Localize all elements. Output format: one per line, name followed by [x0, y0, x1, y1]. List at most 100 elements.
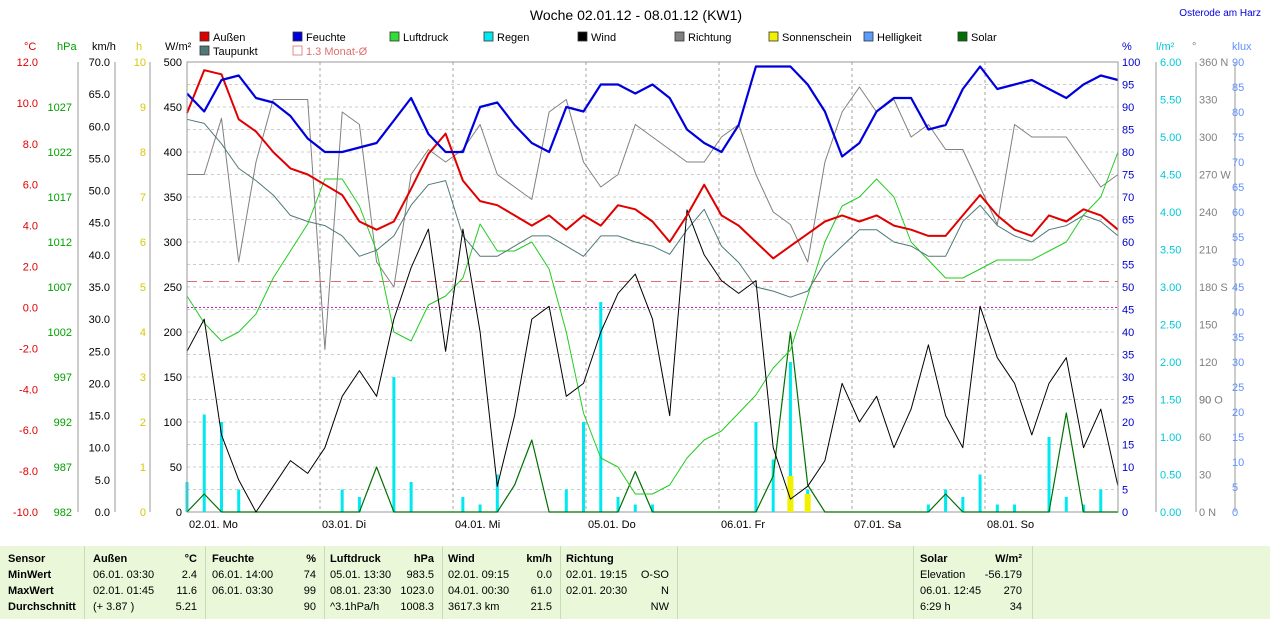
kmh-tick-label: 15.0: [89, 411, 110, 423]
rain-bar: [961, 497, 965, 512]
rain-bar: [1047, 437, 1051, 512]
hours-tick-label: 1: [140, 462, 146, 474]
percent-tick-label: 65: [1122, 215, 1134, 227]
percent-tick-label: 50: [1122, 282, 1134, 294]
stats-solar-panel: Solar W/m² Elevation -56.179 06.01. 12:45 2…: [914, 546, 1033, 619]
luftdruck-avg-val: 1008.3: [400, 601, 434, 613]
rain-bar: [1082, 504, 1086, 512]
feuchte-title: Feuchte: [212, 553, 255, 565]
row-max-label: MaxWert: [8, 585, 54, 597]
luftdruck-min-time: 05.01. 13:30: [330, 569, 392, 581]
solar-avg-time: 6:29 h: [920, 601, 951, 613]
legend-swatch: [863, 31, 874, 42]
feuchte-unit: %: [306, 553, 316, 565]
feuchte-max-time: 06.01. 03:30: [212, 585, 274, 597]
lm2-tick-label: 0.00: [1160, 507, 1181, 519]
solar-title: Solar: [920, 553, 948, 565]
stats-aussen-panel: Außen °C 06.01. 03:30 2.4 02.01. 01:45 11.6…: [85, 546, 206, 619]
stats-richtung-panel: Richtung 02.01. 19:15 O-SO 02.01. 20:30 N …: [561, 546, 678, 619]
rain-bar: [495, 474, 499, 512]
percent-tick-label: 0: [1122, 507, 1128, 519]
lm2-tick-label: 0.50: [1160, 470, 1181, 482]
stats-wind-panel: Wind km/h 02.01. 09:15 0.0 04.01. 00:30 61.…: [443, 546, 561, 619]
hours-tick-label: 10: [134, 57, 146, 69]
hpa-axis-title: hPa: [57, 41, 77, 53]
rain-bar: [1064, 497, 1068, 512]
percent-tick-label: 70: [1122, 192, 1134, 204]
wm2-tick-label: 50: [170, 462, 182, 474]
richtung-min-time: 02.01. 19:15: [566, 569, 628, 581]
legend-label: Luftdruck: [403, 32, 449, 44]
rain-bar: [651, 504, 654, 512]
weather-week-chart: 02.01. Mo 03.01. Di 04.01. Mi 05.01. Do 06.0…: [13, 7, 1261, 531]
rain-bar: [771, 459, 775, 512]
series-wind-line: [186, 209, 1119, 513]
celsius-tick-label: -2.0: [19, 343, 38, 355]
degree-tick-label: 120: [1199, 357, 1217, 369]
solar-unit: W/m²: [995, 553, 1022, 565]
rain-bar: [616, 497, 620, 512]
kmh-tick-label: 50.0: [89, 186, 110, 198]
hours-tick-label: 7: [140, 192, 146, 204]
kmh-tick-label: 45.0: [89, 218, 110, 230]
wm2-tick-label: 500: [164, 57, 182, 69]
wm2-axis-title: W/m²: [165, 41, 192, 53]
x-tick-label: 02.01. Mo: [189, 519, 238, 531]
lm2-tick-label: 6.00: [1160, 57, 1181, 69]
degree-tick-label: 360 N: [1199, 57, 1228, 69]
legend-label: Außen: [213, 32, 245, 44]
hpa-tick-label: 1017: [48, 192, 72, 204]
percent-axis-title: %: [1122, 41, 1132, 53]
legend-swatch: [768, 31, 779, 42]
klux-tick-label: 75: [1232, 132, 1244, 144]
klux-tick-label: 0: [1232, 507, 1238, 519]
luftdruck-max-val: 1023.0: [400, 585, 434, 597]
wm2-tick-label: 0: [176, 507, 182, 519]
lm2-tick-label: 1.00: [1160, 432, 1181, 444]
percent-tick-label: 75: [1122, 170, 1134, 182]
richtung-avg-val: NW: [650, 601, 669, 613]
rain-bar: [392, 377, 396, 512]
degree-axis-title: °: [1192, 41, 1196, 53]
kmh-tick-label: 5.0: [95, 475, 110, 487]
degree-tick-label: 270 W: [1199, 170, 1231, 182]
rain-bar: [478, 504, 482, 512]
legend-swatch: [199, 45, 210, 56]
wind-max-val: 61.0: [530, 585, 552, 597]
lm2-tick-label: 4.00: [1160, 207, 1181, 219]
rain-bar: [409, 482, 413, 512]
x-tick-label: 04.01. Mi: [455, 519, 500, 531]
wind-min-time: 02.01. 09:15: [448, 569, 510, 581]
degree-tick-label: 300: [1199, 132, 1217, 144]
legend-label: 1.3 Monat-Ø: [306, 46, 368, 58]
percent-tick-label: 25: [1122, 395, 1134, 407]
feuchte-max-val: 99: [303, 585, 316, 597]
klux-tick-label: 15: [1232, 432, 1244, 444]
solar-max-val: 270: [1003, 585, 1022, 597]
luftdruck-title: Luftdruck: [330, 553, 381, 565]
percent-tick-label: 20: [1122, 417, 1134, 429]
kmh-tick-label: 35.0: [89, 282, 110, 294]
wm2-tick-label: 300: [164, 237, 182, 249]
series-luftdruck-line: [186, 151, 1119, 495]
klux-tick-label: 60: [1232, 207, 1244, 219]
rain-bar: [202, 414, 206, 512]
percent-tick-label: 40: [1122, 327, 1134, 339]
feuchte-min-val: 74: [303, 569, 316, 581]
hpa-tick-label: 992: [54, 417, 72, 429]
percent-tick-label: 35: [1122, 350, 1134, 362]
legend-label: Solar: [971, 32, 997, 44]
hours-tick-label: 2: [140, 417, 146, 429]
celsius-tick-label: 2.0: [23, 262, 38, 274]
hours-tick-label: 3: [140, 372, 146, 384]
wm2-tick-label: 450: [164, 102, 182, 114]
rain-bar: [357, 497, 361, 512]
legend-label: Taupunkt: [213, 46, 258, 58]
celsius-tick-label: 0.0: [23, 302, 38, 314]
location-label: Osterode am Harz: [1179, 8, 1261, 19]
legend-swatch: [577, 31, 588, 42]
x-tick-label: 05.01. Do: [588, 519, 636, 531]
degree-tick-label: 330: [1199, 95, 1217, 107]
klux-tick-label: 65: [1232, 182, 1244, 194]
lm2-tick-label: 5.50: [1160, 95, 1181, 107]
